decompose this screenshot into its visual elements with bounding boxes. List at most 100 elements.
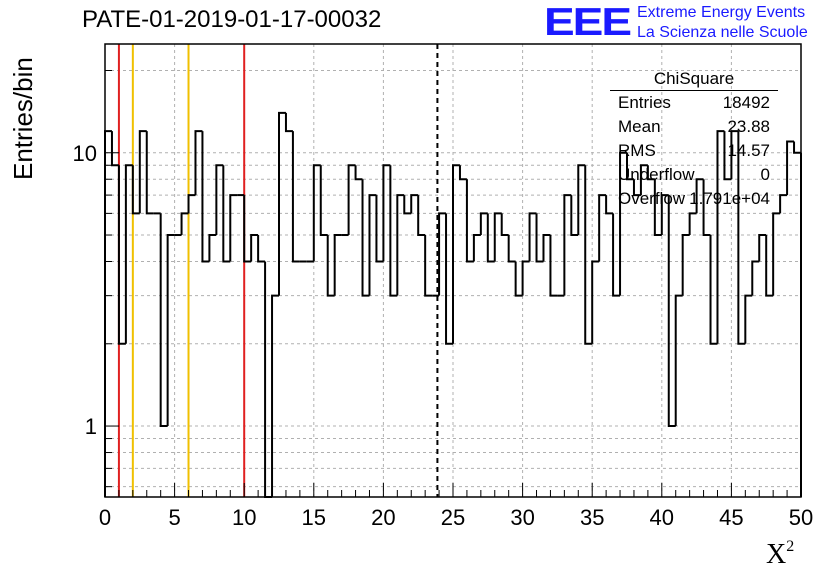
logo-line-2: La Scienza nelle Scuole [637,24,808,41]
histogram-bin [660,194,669,236]
histogram-bin [549,235,558,297]
histogram-bin [737,131,746,345]
histogram-bin [535,213,544,263]
histogram-bin [159,213,168,428]
histogram-bin [605,195,614,215]
histogram-bin [653,179,662,237]
histogram-bin [709,235,718,345]
y-tick-label: 10 [73,141,97,166]
histogram-bin [326,235,335,297]
histogram-bin [138,130,147,214]
stats-value: 23.88 [727,117,770,136]
x-tick-label: 40 [650,505,674,530]
stats-title: ChiSquare [610,68,778,91]
histogram-bin [347,164,356,236]
histogram-bin [563,194,572,296]
histogram-bin [751,260,760,296]
stats-key: Overflow [618,189,686,208]
histogram-bin [284,112,293,133]
histogram-bin [215,164,224,236]
histogram-bin [222,165,231,263]
histogram-bin [424,235,433,297]
histogram-bin [521,260,530,296]
histogram-bin [180,212,189,236]
histogram-bin [702,179,711,237]
histogram-bin [361,179,370,297]
x-tick-label: 30 [510,505,534,530]
histogram-bin [410,194,419,214]
stats-row-mean: Mean 23.88 [610,115,778,139]
histogram-bin [542,234,551,262]
histogram-bin [716,130,725,344]
histogram-bin [472,234,481,262]
histogram-bin [257,235,266,263]
y-tick-label: 1 [85,414,97,439]
histogram-bin [375,195,384,263]
histogram-bin [110,131,119,167]
histogram-bin [145,131,154,215]
histogram-series [104,111,802,498]
marker-lines [117,44,439,497]
histogram-bin [632,179,641,197]
stats-value: 18492 [722,93,770,112]
histogram-bin [382,164,391,262]
histogram-bin [723,131,732,181]
histogram-bin [243,195,252,263]
x-tick-label: 15 [302,505,326,530]
histogram-bin [786,140,795,196]
chart-title: PATE-01-2019-01-17-00032 [82,6,382,33]
histogram-bin [389,165,398,297]
histogram-bin [577,164,586,236]
histogram-bin [131,165,140,215]
axes: 0 5 10 15 20 25 30 35 40 45 50 1 10 [73,69,813,530]
histogram-bin [730,130,739,180]
histogram-bin [264,261,273,498]
x-axis-label-superscript: 2 [786,538,795,555]
stats-key: Mean [618,117,661,136]
stats-row-underflow: Underflow 0 [610,163,778,187]
x-tick-label: 45 [719,505,743,530]
histogram-bin [612,213,621,297]
histogram-bin [639,164,648,196]
histogram-bin [166,234,175,427]
histogram-bin [271,294,279,497]
histogram-bin [291,131,300,263]
stats-box: ChiSquare Entries 18492 Mean 23.88 RMS 14.5… [610,68,778,211]
stats-row-entries: Entries 18492 [610,91,778,115]
x-tick-label: 10 [232,505,256,530]
histogram-bin [201,131,210,263]
x-tick-label: 35 [580,505,604,530]
histogram-bin [514,261,523,297]
logo-line-1: Extreme Energy Events [637,4,806,21]
histogram-bin [458,165,467,181]
stats-value: 14.57 [727,141,770,160]
histogram-bin [479,212,488,236]
histogram-bin [681,234,690,296]
y-axis-label: Entries/bin [8,57,38,180]
histogram-bin [570,195,579,237]
histogram-bin [619,151,627,296]
histogram-bin [278,111,286,296]
histogram-bin [396,194,405,296]
stats-value: 0 [760,165,770,184]
histogram-bin [646,165,655,181]
histogram-bin [772,212,781,296]
histogram-bin [438,212,447,296]
histogram-bin [598,194,607,262]
histogram-bin [124,164,133,344]
x-tick-label: 5 [168,505,180,530]
stats-row-overflow: Overflow 1.791e+04 [610,187,778,211]
histogram-bin [465,179,474,263]
histogram-bin [667,195,676,428]
histogram-bin [779,194,788,214]
stats-key: Entries [618,93,671,112]
histogram-bin [500,213,509,237]
histogram-bin [104,130,112,497]
histogram-bin [117,165,126,345]
histogram-bin [486,213,495,263]
histogram-bin [208,234,217,262]
histogram-bin [507,235,516,263]
histogram-bin [368,194,377,296]
x-axis-label-base: X [766,539,787,570]
